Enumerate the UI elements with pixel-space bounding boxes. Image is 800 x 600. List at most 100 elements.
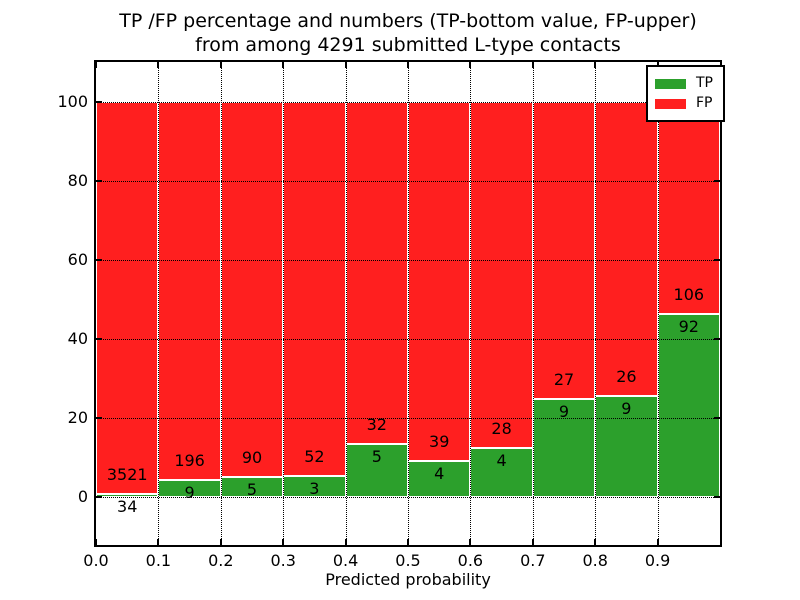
tp-count-label: 34 — [117, 496, 138, 516]
y-tick-mark — [96, 100, 102, 103]
gridline-vertical — [532, 62, 534, 545]
fp-count-label: 28 — [491, 419, 512, 438]
tp-count-label: 9 — [558, 401, 570, 421]
y-tick-mark-right — [714, 417, 720, 420]
legend-item-tp: TP — [655, 76, 713, 91]
x-tick-mark — [219, 539, 222, 545]
bar-fp-segment — [408, 101, 471, 461]
legend-label: TP — [696, 75, 713, 91]
x-tick-mark — [157, 539, 160, 545]
chart-title-line2: from among 4291 submitted L-type contact… — [195, 34, 621, 56]
gridline-vertical — [408, 62, 409, 545]
gridline-vertical — [220, 62, 222, 545]
bar-fp-segment — [96, 101, 159, 494]
tp-count-label: 92 — [678, 316, 699, 336]
legend: TP FP — [646, 65, 725, 122]
x-tick-mark — [594, 539, 597, 545]
x-tick-mark-top — [95, 62, 97, 68]
fp-count-label: 32 — [366, 415, 387, 434]
x-axis-label: Predicted probability — [325, 570, 491, 589]
x-tick-label: 0.8 — [582, 551, 608, 570]
gridline-vertical — [158, 62, 160, 545]
fp-count-label: 196 — [174, 451, 205, 471]
tp-count-label: 9 — [184, 483, 195, 503]
fp-count-label: 90 — [241, 447, 263, 467]
y-tick-label: 20 — [67, 408, 88, 428]
gridline-vertical — [470, 62, 472, 545]
legend-swatch-tp — [655, 78, 686, 89]
x-tick-mark-top — [407, 62, 409, 68]
bar-tp-segment — [345, 444, 408, 498]
gridline-vertical — [345, 62, 347, 545]
x-tick-mark-top — [594, 62, 597, 68]
x-tick-mark-top — [282, 62, 285, 68]
x-tick-mark — [407, 539, 409, 545]
gridline-vertical — [595, 62, 597, 545]
x-tick-mark — [282, 539, 285, 545]
x-tick-label: 0.2 — [208, 551, 234, 570]
y-tick-mark — [96, 258, 102, 261]
tp-count-label: 4 — [496, 451, 507, 470]
bar-fp-segment — [595, 101, 658, 396]
y-tick-mark-right — [714, 496, 720, 499]
bar-fp-segment — [283, 101, 346, 476]
x-tick-label: 0.4 — [332, 551, 359, 570]
x-tick-mark — [95, 539, 97, 545]
fp-count-label: 27 — [553, 369, 575, 389]
chart-title-line1: TP /FP percentage and numbers (TP-bottom… — [119, 10, 697, 32]
x-tick-mark — [531, 539, 534, 545]
x-tick-label: 0.1 — [145, 551, 172, 570]
y-tick-label: 0 — [77, 487, 88, 507]
gridline-vertical — [657, 62, 659, 545]
bar-tp-segment — [96, 493, 159, 498]
x-tick-label: 0.7 — [520, 551, 546, 570]
x-tick-mark — [344, 539, 347, 545]
y-tick-mark — [96, 338, 102, 341]
y-tick-label: 100 — [57, 91, 88, 111]
legend-swatch-fp — [655, 98, 686, 109]
x-tick-label: 0.9 — [644, 551, 671, 570]
fp-count-label: 39 — [429, 431, 450, 451]
x-tick-label: 0.0 — [83, 551, 109, 570]
bar-tp-segment — [532, 398, 596, 498]
legend-label: FP — [696, 95, 713, 111]
x-tick-mark-top — [344, 62, 347, 68]
tp-count-label: 4 — [434, 463, 445, 483]
bar-fp-segment — [158, 101, 221, 481]
fp-count-label: 52 — [304, 446, 325, 466]
y-tick-mark — [96, 179, 102, 182]
bar-tp-segment — [657, 313, 720, 498]
x-tick-mark-top — [531, 62, 534, 68]
y-tick-label: 80 — [67, 170, 88, 190]
x-tick-mark-top — [219, 62, 222, 68]
gridline-vertical — [283, 62, 285, 545]
bar-fp-segment — [345, 101, 408, 444]
fp-count-label: 26 — [616, 366, 637, 386]
bar-fp-segment — [532, 101, 596, 399]
tp-count-label: 3 — [309, 478, 320, 498]
x-tick-label: 0.3 — [270, 551, 296, 570]
bar-fp-segment — [470, 101, 533, 448]
chart-title: TP /FP percentage and numbers (TP-bottom… — [88, 9, 728, 57]
x-tick-mark-top — [157, 62, 160, 68]
x-tick-label: 0.6 — [457, 551, 484, 570]
tp-count-label: 5 — [246, 479, 258, 499]
x-tick-mark-top — [469, 62, 472, 68]
x-tick-label: 0.5 — [395, 551, 421, 570]
plot-area: 3521 34 196 9 90 5 52 3 32 5 39 4 28 4 27 9 26 9 106 92 0 20 4… — [57, 60, 722, 570]
bar-tp-segment — [408, 460, 471, 498]
bar-fp-segment — [657, 101, 720, 314]
y-tick-mark-right — [714, 258, 720, 261]
legend-item-fp: FP — [655, 96, 713, 111]
x-tick-mark — [656, 539, 659, 545]
fp-count-label: 106 — [673, 284, 705, 304]
y-tick-mark — [96, 496, 102, 499]
y-tick-mark — [96, 417, 102, 420]
bar-fp-segment — [220, 101, 284, 477]
y-tick-mark-right — [714, 338, 720, 341]
tp-count-label: 5 — [371, 447, 382, 466]
x-tick-mark — [469, 539, 472, 545]
tp-count-label: 9 — [621, 398, 632, 418]
y-tick-mark-right — [714, 179, 720, 182]
